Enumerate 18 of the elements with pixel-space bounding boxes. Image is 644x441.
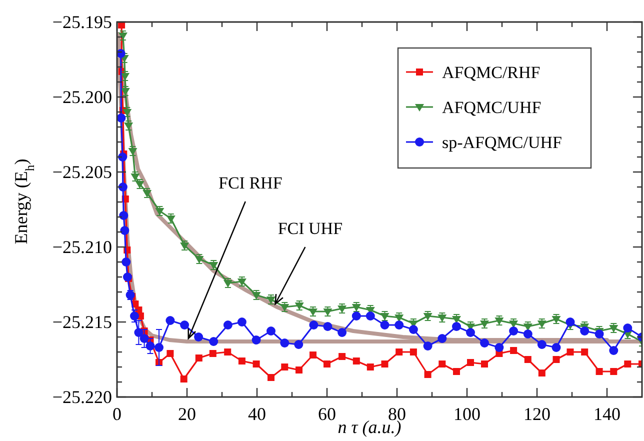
legend-label: sp-AFQMC/UHF [442,133,562,152]
x-tick-label: 40 [248,404,266,424]
annotation: FCI UHF [278,219,343,238]
y-tick-label: −25.195 [52,12,112,32]
legend-label: AFQMC/RHF [442,63,540,82]
y-tick-label: −25.205 [52,162,112,182]
x-tick-label: 140 [594,404,620,424]
x-tick-label: 20 [178,404,196,424]
annotation: FCI RHF [218,174,282,192]
x-tick-label: 120 [524,404,550,424]
x-tick-label: 0 [112,404,122,424]
y-tick-label: −25.220 [52,387,112,407]
x-tick-label: 100 [454,404,480,424]
y-tick-label: −25.200 [52,87,112,107]
x-tick-label: 60 [318,404,336,424]
y-tick-label: −25.215 [52,312,112,332]
y-tick-label: −25.210 [52,237,112,257]
legend-label: AFQMC/UHF [442,98,542,117]
